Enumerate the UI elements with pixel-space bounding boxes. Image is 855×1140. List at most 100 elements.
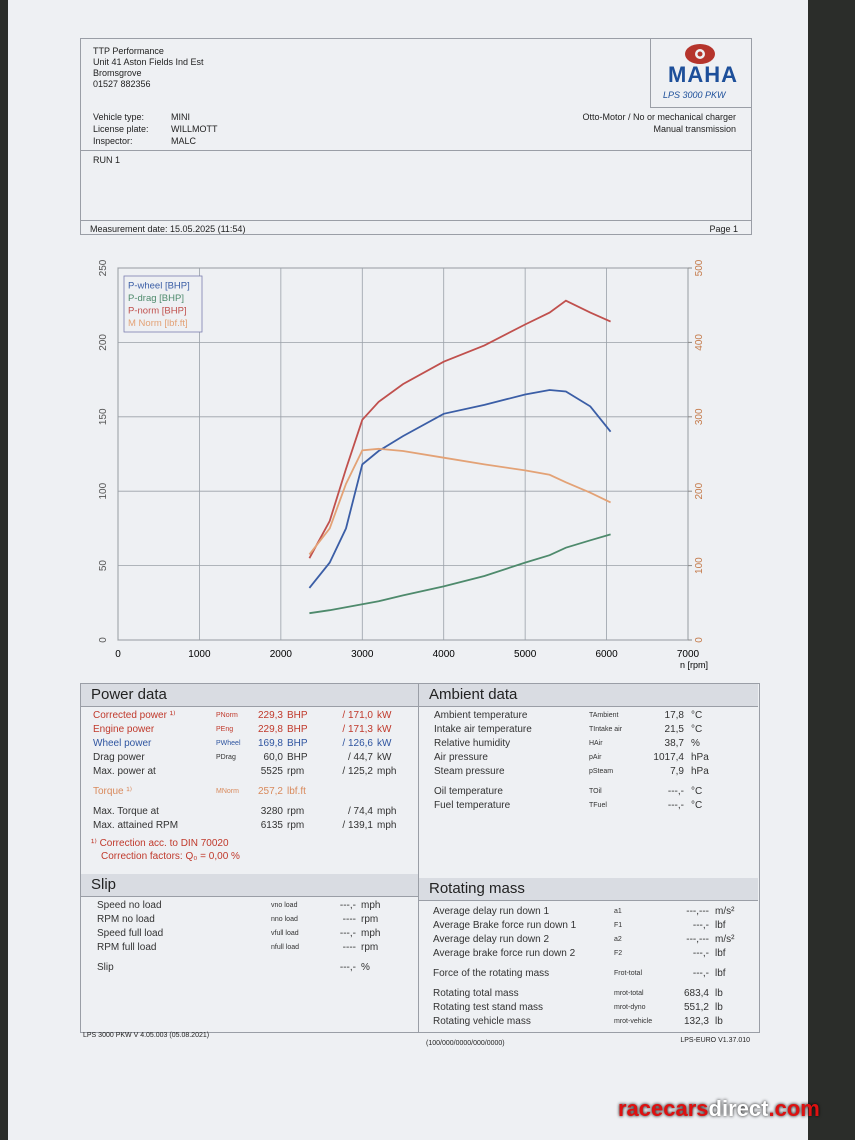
x-tick-label: 0 (115, 649, 121, 660)
cell-value: ---,- (692, 968, 709, 979)
cell-unit: rpm (361, 942, 379, 953)
cell-value2: / 44,7 (347, 752, 373, 763)
cell-symbol: Frot-total (614, 970, 643, 977)
cell-label: Rotating vehicle mass (433, 1016, 531, 1027)
x-tick-label: 4000 (433, 649, 456, 660)
cell-value: ---,- (339, 900, 356, 911)
watermark-part: direct (708, 1096, 769, 1121)
cell-label: Max. Torque at (93, 806, 159, 817)
x-tick-label: 7000 (677, 649, 700, 660)
cell-value: ---,--- (686, 906, 709, 917)
x-tick-label: 2000 (270, 649, 293, 660)
y2-tick-label: 100 (694, 557, 705, 574)
divider (80, 150, 751, 151)
y-tick-label: 250 (98, 259, 109, 276)
cell-label: Rotating total mass (433, 988, 519, 999)
series-line (308, 299, 611, 559)
cell-unit: BHP (287, 724, 308, 735)
cell-unit2: mph (377, 766, 397, 777)
cell-unit: BHP (287, 738, 308, 749)
cell-unit: °C (691, 724, 703, 735)
cell-symbol: a2 (614, 936, 622, 943)
cell-unit: lbf (715, 948, 726, 959)
cell-label: Wheel power (93, 738, 152, 749)
footer: LPS-EURO V1.37.010 (680, 1037, 750, 1044)
cell-unit: lbf (715, 920, 726, 931)
cell-value2: / 139,1 (342, 820, 373, 831)
series-line (308, 389, 612, 589)
legend-label: M Norm [lbf.ft] (128, 318, 188, 329)
watermark: racecarsdirect.com (618, 1096, 820, 1122)
cell-unit2: kW (377, 752, 392, 763)
y2-tick-label: 200 (694, 482, 705, 499)
cell-label: RPM full load (97, 942, 157, 953)
cell-unit: °C (691, 800, 703, 811)
cell-unit2: mph (377, 820, 397, 831)
cell-unit: rpm (287, 806, 305, 817)
cell-value: ---,--- (686, 934, 709, 945)
cell-unit: rpm (361, 914, 379, 925)
plot-area (117, 267, 689, 641)
cell-symbol: nfull load (271, 944, 300, 951)
cell-unit: mph (361, 928, 381, 939)
cell-symbol: vno load (271, 902, 298, 909)
cell-symbol: TFuel (589, 802, 607, 809)
cell-value: 5525 (260, 766, 283, 777)
cell-label: Engine power (93, 724, 155, 735)
paper: TTP Performance Unit 41 Aston Fields Ind… (8, 0, 808, 1140)
x-tick-label: 3000 (351, 649, 374, 660)
cell-value: ---,- (692, 948, 709, 959)
section-title: Rotating mass (419, 878, 758, 901)
cell-label: Average Brake force run down 1 (433, 920, 577, 931)
cell-label: Fuel temperature (434, 800, 511, 811)
ambient-section: Ambient data Ambient temperature TAmbient 1… (419, 684, 758, 874)
cell-value: ---- (342, 942, 356, 953)
cell-unit: % (361, 962, 370, 973)
y2-tick-label: 0 (694, 637, 705, 643)
company-line: TTP Performance (93, 46, 164, 56)
cell-label: Slip (97, 962, 114, 973)
x-tick-label: 5000 (514, 649, 537, 660)
cell-value: 7,9 (670, 766, 684, 777)
cell-value: 229,8 (257, 724, 283, 735)
legend-box (123, 275, 203, 333)
run-label: RUN 1 (93, 155, 121, 165)
cell-unit: lbf.ft (287, 786, 306, 797)
section-title: Power data (81, 684, 418, 707)
cell-label: Ambient temperature (434, 710, 528, 721)
vehicle-value: MALC (171, 136, 197, 146)
cell-value: 551,2 (683, 1002, 709, 1013)
legend-label: P-norm [BHP] (128, 306, 187, 317)
slip-section: Slip Speed no load vno load ---,- mph RPM no … (81, 874, 418, 1030)
cell-symbol: mrot-vehicle (614, 1018, 653, 1025)
cell-unit: m/s² (715, 934, 735, 945)
cell-unit2: kW (377, 738, 392, 749)
engine-info: Manual transmission (653, 124, 736, 134)
cell-symbol: F1 (614, 922, 623, 929)
cell-symbol: PEng (216, 726, 234, 733)
cell-unit: lb (715, 1002, 723, 1013)
cell-value: ---,- (339, 928, 356, 939)
cell-label: Average brake force run down 2 (433, 948, 576, 959)
cell-label: Steam pressure (434, 766, 505, 777)
vehicle-value: MINI (171, 112, 190, 122)
note: ¹⁾ Correction acc. to DIN 70020 (91, 838, 229, 849)
cell-symbol: TIntake air (589, 726, 623, 733)
section-title: Slip (81, 874, 418, 897)
cell-label: Torque ¹⁾ (93, 786, 133, 797)
cell-unit: mph (361, 900, 381, 911)
cell-symbol: mrot-total (614, 990, 644, 997)
cell-value2: / 125,2 (342, 766, 373, 777)
y-tick-label: 50 (98, 560, 109, 572)
logo-text: MAHA (668, 62, 738, 87)
cell-label: Corrected power ¹⁾ (93, 710, 176, 721)
cell-value2: / 126,6 (342, 738, 373, 749)
footer: LPS 3000 PKW V 4.05.003 (05.08.2021) (83, 1032, 210, 1039)
company-line: Bromsgrove (93, 68, 142, 78)
cell-unit2: mph (377, 806, 397, 817)
cell-value: ---,- (667, 800, 684, 811)
section-title: Ambient data (419, 684, 758, 707)
cell-unit: BHP (287, 752, 308, 763)
cell-value: 1017,4 (653, 752, 684, 763)
cell-value: ---,- (339, 962, 356, 973)
